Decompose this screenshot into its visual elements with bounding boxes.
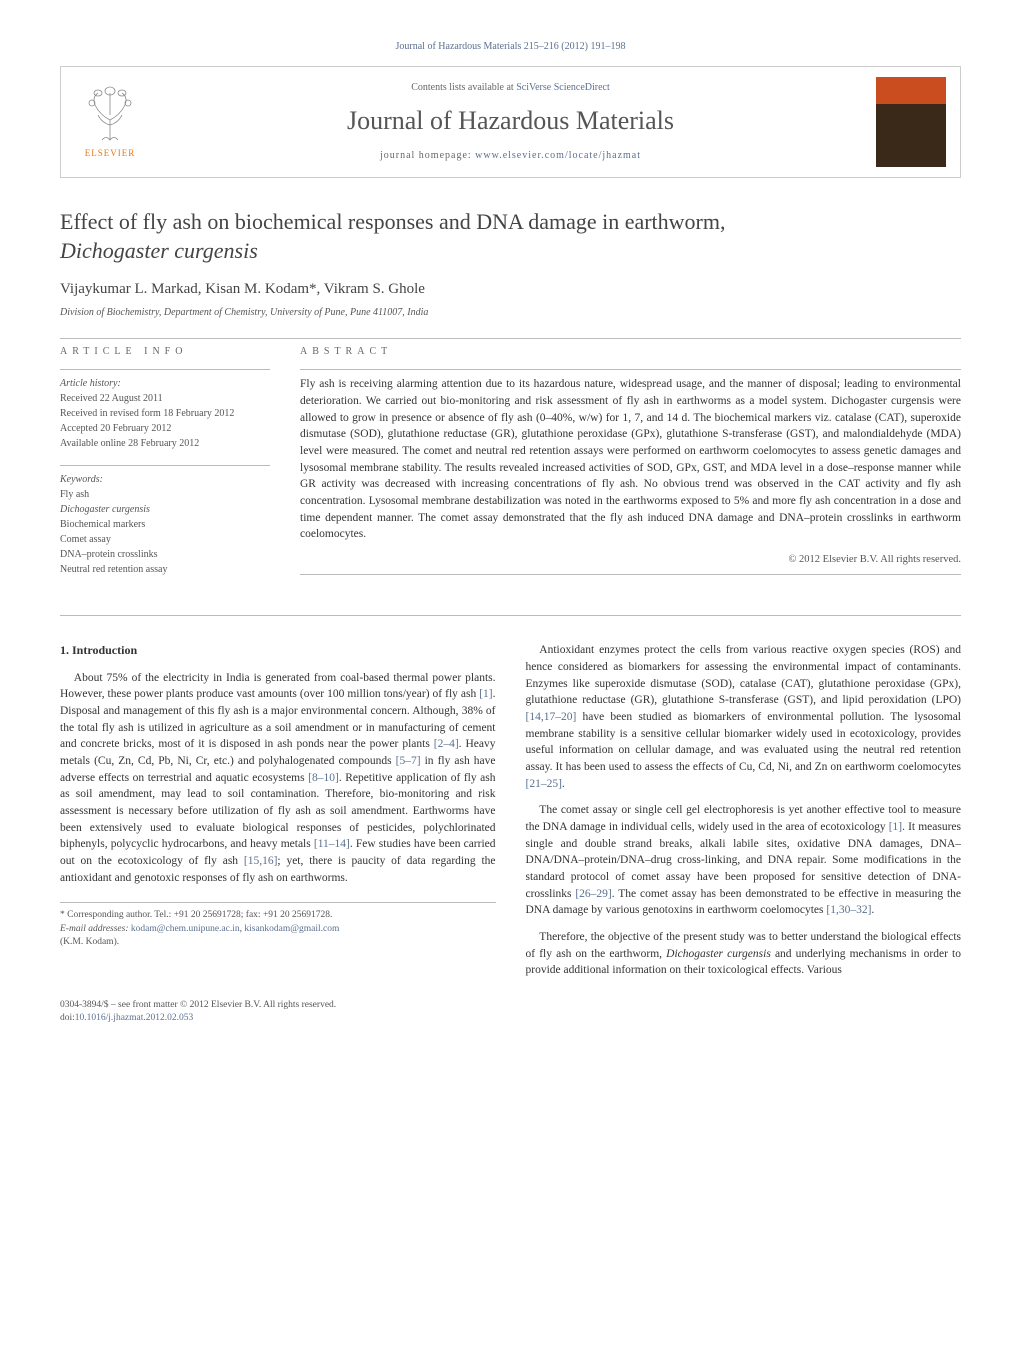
bottom-metadata: 0304-3894/$ – see front matter © 2012 El… — [60, 999, 961, 1026]
keyword: Dichogaster curgensis — [60, 502, 270, 517]
intro-paragraph-4: Therefore, the objective of the present … — [526, 929, 962, 979]
doi-link[interactable]: 10.1016/j.jhazmat.2012.02.053 — [75, 1013, 193, 1023]
email-attribution: (K.M. Kodam). — [60, 937, 119, 947]
citation-link[interactable]: [5–7] — [396, 755, 421, 767]
divider — [60, 615, 961, 616]
citation-link[interactable]: [15,16] — [244, 855, 278, 867]
divider — [60, 369, 270, 370]
sciencedirect-link[interactable]: SciVerse ScienceDirect — [516, 82, 610, 93]
journal-homepage-link[interactable]: www.elsevier.com/locate/jhazmat — [475, 150, 641, 161]
article-title: Effect of fly ash on biochemical respons… — [60, 208, 961, 265]
contents-available-line: Contents lists available at SciVerse Sci… — [165, 81, 856, 95]
article-info-label: ARTICLE INFO — [60, 345, 270, 359]
citation-link[interactable]: [1] — [479, 688, 492, 700]
citation-link[interactable]: [21–25] — [526, 778, 562, 790]
divider — [300, 369, 961, 370]
online-date: Available online 28 February 2012 — [60, 438, 199, 449]
abstract-text: Fly ash is receiving alarming attention … — [300, 376, 961, 543]
journal-header-box: ELSEVIER Contents lists available at Sci… — [60, 66, 961, 178]
email-link[interactable]: kisankodam@gmail.com — [244, 924, 339, 934]
abstract-label: ABSTRACT — [300, 345, 961, 359]
keyword: Comet assay — [60, 532, 270, 547]
email-label: E-mail addresses: — [60, 924, 131, 934]
keyword: Fly ash — [60, 487, 270, 502]
issn-copyright: 0304-3894/$ – see front matter © 2012 El… — [60, 999, 961, 1012]
abstract-copyright: © 2012 Elsevier B.V. All rights reserved… — [300, 553, 961, 568]
species-name: Dichogaster curgensis — [666, 948, 771, 960]
intro-paragraph-1: About 75% of the electricity in India is… — [60, 670, 496, 887]
keyword: Neutral red retention assay — [60, 562, 270, 577]
keywords-block: Keywords: Fly ash Dichogaster curgensis … — [60, 472, 270, 577]
citation-link[interactable]: [8–10] — [308, 772, 339, 784]
keywords-heading: Keywords: — [60, 474, 103, 485]
journal-reference-top: Journal of Hazardous Materials 215–216 (… — [60, 40, 961, 54]
email-link[interactable]: kodam@chem.unipune.ac.in — [131, 924, 240, 934]
email-line: E-mail addresses: kodam@chem.unipune.ac.… — [60, 923, 496, 950]
received-date: Received 22 August 2011 — [60, 393, 163, 404]
keyword: DNA–protein crosslinks — [60, 547, 270, 562]
intro-paragraph-3: The comet assay or single cell gel elect… — [526, 802, 962, 919]
divider — [60, 338, 961, 339]
header-center: Contents lists available at SciVerse Sci… — [165, 81, 856, 163]
publisher-name: ELSEVIER — [85, 147, 136, 160]
title-species: Dichogaster curgensis — [60, 238, 258, 263]
section-heading-introduction: 1. Introduction — [60, 642, 496, 659]
text: have been studied as biomarkers of envir… — [526, 711, 962, 773]
divider — [60, 465, 270, 466]
authors-line: Vijaykumar L. Markad, Kisan M. Kodam*, V… — [60, 279, 961, 300]
corresponding-author-footnote: * Corresponding author. Tel.: +91 20 256… — [60, 902, 496, 949]
doi-line: doi:10.1016/j.jhazmat.2012.02.053 — [60, 1012, 961, 1025]
journal-homepage-line: journal homepage: www.elsevier.com/locat… — [165, 149, 856, 163]
accepted-date: Accepted 20 February 2012 — [60, 423, 171, 434]
article-info-column: ARTICLE INFO Article history: Received 2… — [60, 345, 270, 591]
citation-link[interactable]: [26–29] — [575, 888, 611, 900]
citation-link[interactable]: [1] — [889, 821, 902, 833]
divider — [300, 574, 961, 575]
contents-prefix: Contents lists available at — [411, 82, 516, 93]
text: . — [562, 778, 565, 790]
homepage-prefix: journal homepage: — [380, 150, 475, 161]
keyword: Biochemical markers — [60, 517, 270, 532]
journal-cover-thumbnail — [876, 77, 946, 167]
corresponding-author: * Corresponding author. Tel.: +91 20 256… — [60, 909, 496, 922]
article-history: Article history: Received 22 August 2011… — [60, 376, 270, 451]
affiliation: Division of Biochemistry, Department of … — [60, 306, 961, 320]
history-heading: Article history: — [60, 378, 121, 389]
revised-date: Received in revised form 18 February 201… — [60, 408, 234, 419]
abstract-column: ABSTRACT Fly ash is receiving alarming a… — [300, 345, 961, 591]
citation-link[interactable]: [1,30–32] — [826, 904, 871, 916]
info-abstract-row: ARTICLE INFO Article history: Received 2… — [60, 345, 961, 591]
citation-link[interactable]: [14,17–20] — [526, 711, 577, 723]
journal-name: Journal of Hazardous Materials — [165, 103, 856, 139]
elsevier-tree-icon — [80, 85, 140, 145]
text: Antioxidant enzymes protect the cells fr… — [526, 644, 962, 706]
citation-link[interactable]: [2–4] — [434, 738, 459, 750]
title-line1: Effect of fly ash on biochemical respons… — [60, 209, 726, 234]
citation-link[interactable]: [11–14] — [314, 838, 350, 850]
doi-label: doi: — [60, 1013, 75, 1023]
intro-paragraph-2: Antioxidant enzymes protect the cells fr… — [526, 642, 962, 792]
publisher-logo: ELSEVIER — [75, 82, 145, 162]
body-two-columns: 1. Introduction About 75% of the electri… — [60, 642, 961, 979]
text: About 75% of the electricity in India is… — [60, 672, 496, 701]
text: . — [871, 904, 874, 916]
